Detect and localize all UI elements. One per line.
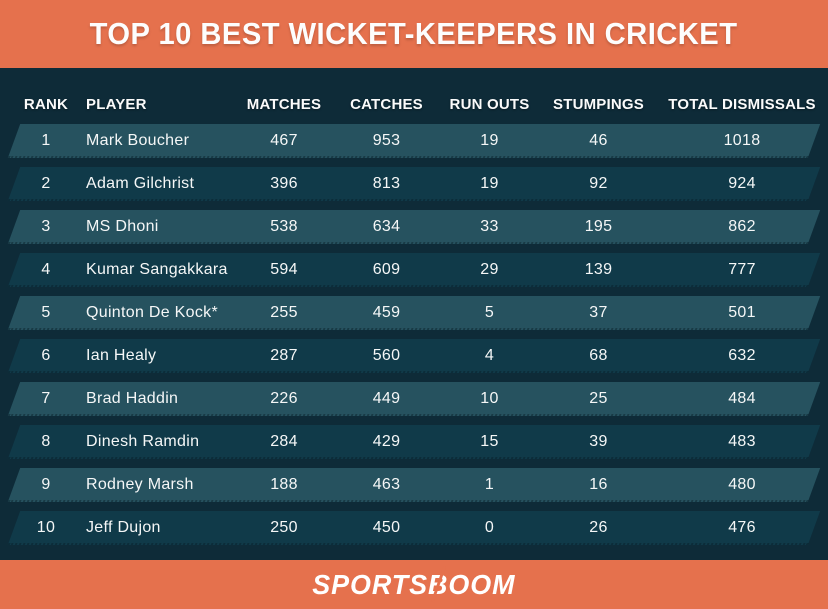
- cell-run-outs: 0: [484, 519, 495, 536]
- cell-stumpings: 37: [589, 304, 608, 321]
- title-banner: TOP 10 BEST WICKET-KEEPERS IN CRICKET: [0, 0, 828, 68]
- cell-rank: 8: [41, 433, 51, 450]
- cell-stumpings: 195: [584, 218, 613, 235]
- cell-catches: 813: [372, 175, 401, 192]
- cell-rank: 1: [41, 132, 51, 149]
- cell-player: Jeff Dujon: [86, 519, 161, 536]
- column-header-rank: RANK: [23, 95, 69, 113]
- cell-run-outs: 19: [480, 132, 499, 149]
- cell-matches: 396: [270, 175, 298, 192]
- cell-player: Ian Healy: [86, 347, 157, 364]
- cell-total-dismissals: 1018: [723, 132, 761, 149]
- cell-run-outs: 5: [484, 304, 495, 321]
- table-row: 8 Dinesh Ramdin 284 429 15 39 483: [0, 425, 828, 459]
- table-row: 2 Adam Gilchrist 396 813 19 92 924: [0, 167, 828, 201]
- table-row: 10 Jeff Dujon 250 450 0 26 476: [0, 511, 828, 545]
- cell-rank: 3: [41, 218, 51, 235]
- cell-catches: 429: [372, 433, 401, 450]
- cell-matches: 287: [270, 347, 298, 364]
- cell-rank: 4: [41, 261, 51, 278]
- cell-player: Brad Haddin: [86, 390, 179, 407]
- cell-total-dismissals: 501: [728, 304, 756, 321]
- cell-stumpings: 25: [589, 390, 608, 407]
- cell-rank: 6: [41, 347, 51, 364]
- cell-rank: 5: [41, 304, 51, 321]
- cell-catches: 459: [372, 304, 401, 321]
- cell-matches: 188: [270, 476, 298, 493]
- cell-stumpings: 39: [589, 433, 608, 450]
- cell-total-dismissals: 924: [728, 175, 756, 192]
- cell-catches: 953: [372, 132, 401, 149]
- cell-player: Adam Gilchrist: [86, 175, 195, 192]
- cell-stumpings: 92: [589, 175, 608, 192]
- cell-run-outs: 10: [480, 390, 499, 407]
- column-header-stumpings: STUMPINGS: [553, 95, 644, 113]
- cell-player: Dinesh Ramdin: [86, 433, 200, 450]
- cell-total-dismissals: 484: [728, 390, 756, 407]
- cell-rank: 10: [36, 519, 56, 536]
- cell-matches: 594: [270, 261, 298, 278]
- cell-matches: 284: [270, 433, 298, 450]
- cell-player: Mark Boucher: [86, 132, 190, 149]
- logo-text-sports: SPORTS: [312, 568, 429, 600]
- cell-player: MS Dhoni: [86, 218, 159, 235]
- table-row: 3 MS Dhoni 538 634 33 195 862: [0, 210, 828, 244]
- logo-text-oom: OOM: [448, 568, 516, 600]
- cell-run-outs: 33: [480, 218, 499, 235]
- cell-catches: 463: [372, 476, 401, 493]
- cell-player: Rodney Marsh: [86, 476, 194, 493]
- cell-player: Quinton De Kock*: [86, 304, 218, 321]
- cell-run-outs: 15: [480, 433, 499, 450]
- cell-catches: 609: [372, 261, 401, 278]
- cell-run-outs: 1: [484, 476, 495, 493]
- cell-total-dismissals: 480: [728, 476, 756, 493]
- cell-player: Kumar Sangakkara: [86, 261, 228, 278]
- cell-matches: 467: [270, 132, 298, 149]
- table-row: 7 Brad Haddin 226 449 10 25 484: [0, 382, 828, 416]
- cell-run-outs: 19: [480, 175, 499, 192]
- cell-catches: 449: [372, 390, 401, 407]
- column-header-run-outs: RUN OUTS: [449, 95, 530, 113]
- cell-matches: 226: [270, 390, 298, 407]
- sportsboom-logo: SPORTSBOOM: [312, 569, 515, 601]
- cell-matches: 538: [270, 218, 298, 235]
- cell-total-dismissals: 862: [728, 218, 756, 235]
- cell-stumpings: 139: [584, 261, 613, 278]
- cell-stumpings: 26: [589, 519, 608, 536]
- cell-stumpings: 68: [589, 347, 608, 364]
- cell-rank: 2: [41, 175, 51, 192]
- cell-run-outs: 4: [484, 347, 495, 364]
- table-row: 6 Ian Healy 287 560 4 68 632: [0, 339, 828, 373]
- cell-rank: 9: [41, 476, 51, 493]
- page-title: TOP 10 BEST WICKET-KEEPERS IN CRICKET: [90, 16, 738, 51]
- column-header-player: PLAYER: [86, 95, 147, 113]
- table-header-row: RANK PLAYER MATCHES CATCHES RUN OUTS STU…: [0, 90, 828, 118]
- table-row: 5 Quinton De Kock* 255 459 5 37 501: [0, 296, 828, 330]
- wicket-keepers-table: RANK PLAYER MATCHES CATCHES RUN OUTS STU…: [0, 68, 828, 560]
- table-body: 1 Mark Boucher 467 953 19 46 1018 2 Adam…: [0, 124, 828, 545]
- cell-rank: 7: [41, 390, 51, 407]
- table-row: 9 Rodney Marsh 188 463 1 16 480: [0, 468, 828, 502]
- column-header-total-dismissals: TOTAL DISMISSALS: [668, 95, 816, 113]
- column-header-matches: MATCHES: [246, 95, 322, 113]
- table-row: 1 Mark Boucher 467 953 19 46 1018: [0, 124, 828, 158]
- cell-total-dismissals: 632: [728, 347, 756, 364]
- cell-catches: 450: [372, 519, 401, 536]
- cell-matches: 250: [270, 519, 298, 536]
- cell-run-outs: 29: [480, 261, 499, 278]
- cell-total-dismissals: 777: [728, 261, 756, 278]
- cell-stumpings: 16: [589, 476, 608, 493]
- cell-matches: 255: [270, 304, 298, 321]
- cell-catches: 634: [372, 218, 401, 235]
- footer-banner: SPORTSBOOM: [0, 560, 828, 609]
- cell-catches: 560: [372, 347, 401, 364]
- logo-letter-b: B: [428, 568, 449, 600]
- cell-total-dismissals: 483: [728, 433, 756, 450]
- cell-stumpings: 46: [589, 132, 608, 149]
- cell-total-dismissals: 476: [728, 519, 756, 536]
- column-header-catches: CATCHES: [350, 95, 423, 113]
- table-row: 4 Kumar Sangakkara 594 609 29 139 777: [0, 253, 828, 287]
